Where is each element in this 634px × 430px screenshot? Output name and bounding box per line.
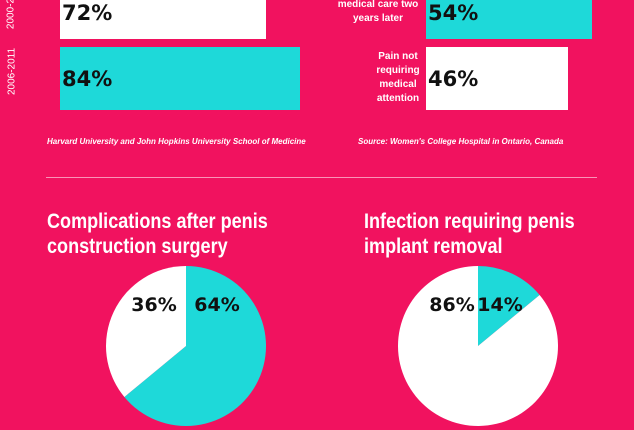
pie-slice	[398, 266, 558, 426]
bar-2006-2011: 84%	[60, 47, 300, 110]
category-label-line: medical	[379, 79, 417, 90]
pie-title-right: Infection requiring penis implant remova…	[364, 209, 575, 259]
bar-value-label: 84%	[62, 66, 113, 91]
bar-2000-2: 72%	[60, 0, 266, 39]
pie-slice-label: 36%	[131, 294, 176, 316]
right-source: Source: Women's College Hospital in Onta…	[358, 137, 564, 146]
pie-slice-label: 86%	[429, 294, 474, 316]
category-label-care: medical care two years later	[330, 0, 426, 26]
pie-slice	[478, 266, 540, 346]
bar-value-label: 72%	[62, 0, 113, 25]
bar-care: 54%	[426, 0, 592, 39]
category-label-line: requiring	[376, 65, 420, 76]
bar-value-label: 54%	[428, 0, 479, 25]
bar-value-label: 46%	[428, 66, 479, 91]
category-label-line: years later	[352, 13, 404, 24]
bar-pain: 46%	[426, 47, 568, 110]
title-line: construction surgery	[47, 235, 228, 258]
category-label-pain: Pain not requiring medical attention	[370, 50, 426, 106]
pie-slice	[124, 266, 266, 426]
section-divider	[46, 177, 597, 178]
pie-slice	[105, 266, 186, 397]
title-line: Infection requiring penis	[364, 210, 575, 233]
category-label-line: Pain not	[378, 51, 418, 62]
pie-slice-label: 14%	[477, 294, 522, 316]
pie-slice-label: 64%	[194, 294, 239, 316]
title-line: Complications after penis	[47, 210, 268, 233]
category-label-line: medical care two	[337, 0, 419, 10]
left-source: Harvard University and John Hopkins Univ…	[47, 137, 306, 146]
title-line: implant removal	[364, 235, 503, 258]
category-label-line: attention	[376, 93, 420, 104]
pie-title-left: Complications after penis construction s…	[47, 209, 268, 259]
